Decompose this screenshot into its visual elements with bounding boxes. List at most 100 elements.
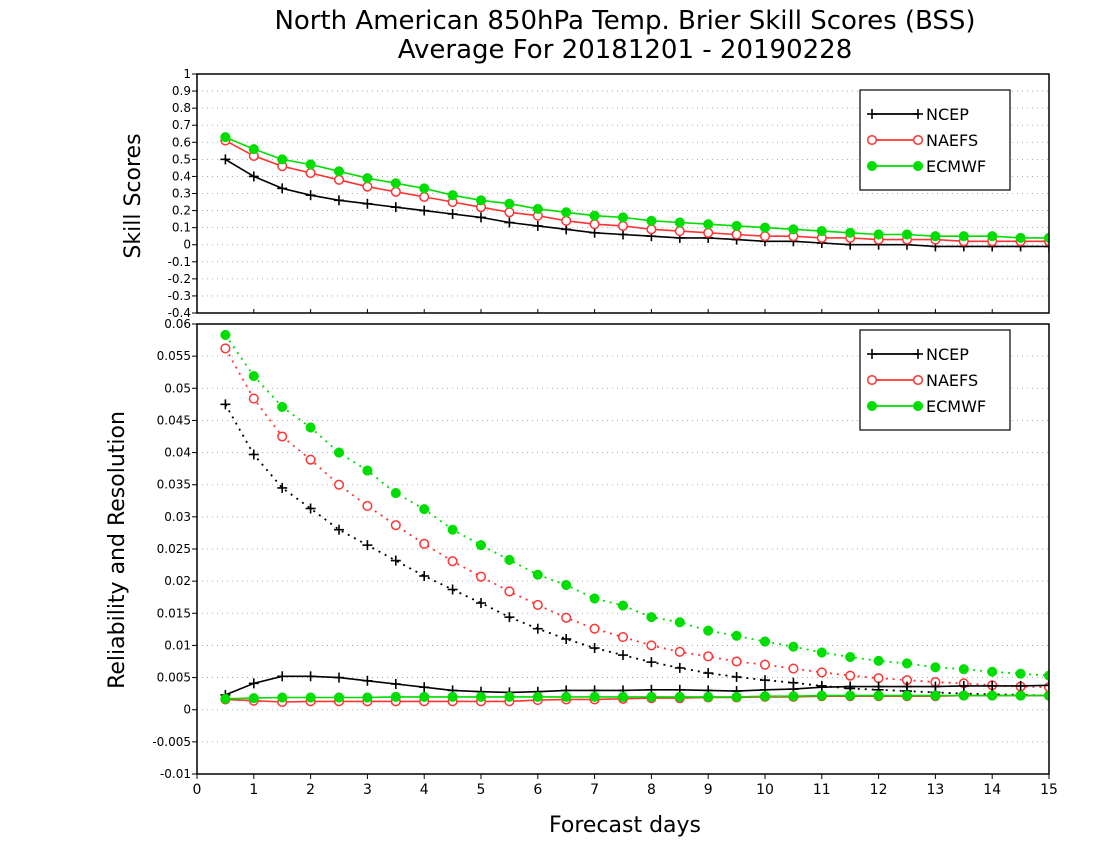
legend-item-naefs: NAEFS [866,131,978,150]
data-point [731,656,742,667]
data-point [873,673,884,684]
data-point [674,617,685,628]
data-point [362,465,373,476]
x-tick-label: 6 [533,782,542,798]
data-point [930,681,941,692]
data-point [305,159,316,170]
x-tick-label: 12 [870,782,888,798]
data-point [447,524,458,535]
legend-marker [913,349,923,359]
legend-marker [912,134,924,146]
data-point [589,219,600,230]
data-point [504,554,515,565]
y-tick-label: 0.3 [172,187,191,201]
data-point [447,584,458,595]
legend-item-ncep: NCEP [867,105,969,124]
data-point [674,691,685,702]
data-point [816,690,827,701]
data-point [390,488,401,499]
data-point [419,205,430,216]
data-point [646,612,657,623]
data-point [362,181,373,192]
y-tick-label: 0.015 [157,606,191,620]
legend-label: NCEP [926,345,969,364]
data-point [617,220,629,231]
data-point [333,692,345,703]
data-point [618,229,628,240]
data-point [277,431,288,442]
data-point [220,343,231,354]
y-tick-label: -0.3 [168,289,191,303]
data-point [674,226,685,237]
data-point [248,144,259,155]
data-point [277,671,288,682]
data-point [1044,241,1049,252]
y-tick-label: 0.005 [157,671,191,685]
data-point [390,186,401,197]
chart-title-line1: North American 850hPa Temp. Brier Skill … [274,6,975,36]
legend-marker [912,400,924,412]
data-point [220,154,231,165]
data-point [589,227,600,238]
series-ecmwf-resolution [220,329,1049,681]
series-line [225,675,1049,696]
data-point [646,215,657,226]
data-point [277,401,288,412]
data-point [305,503,316,514]
data-point [475,195,487,206]
y-tick-label: 0.02 [164,574,191,588]
y-tick-label: 0 [183,238,191,252]
data-point [390,555,401,566]
data-point [759,636,771,647]
data-point [504,691,515,702]
data-point [1015,690,1026,701]
data-point [419,183,430,194]
series-ecmwf-reliability [220,690,1049,704]
data-point [1015,668,1026,679]
data-point [532,599,543,610]
data-point [731,671,742,682]
series-ncep-reliability [220,671,1049,700]
data-point [334,672,344,683]
data-point [390,202,401,213]
data-point [561,207,572,218]
data-point [617,600,629,611]
x-tick-label: 5 [477,782,486,798]
data-point [220,329,231,340]
data-point [618,650,628,661]
data-point [476,212,486,223]
data-point [674,646,685,657]
data-point [447,190,458,201]
y-tick-label: 0.5 [172,152,191,166]
data-point [362,675,373,686]
y-tick-label: -0.1 [168,255,191,269]
data-point [419,538,430,549]
data-point [845,651,856,663]
x-tick-label: 8 [647,782,656,798]
data-point [703,219,714,230]
data-point [845,670,856,681]
legend-marker [866,400,878,412]
x-tick-label: 15 [1040,782,1058,798]
data-point [873,690,884,701]
data-point [333,174,345,185]
data-point [788,691,799,702]
data-point [561,224,572,235]
legend-label: ECMWF [926,157,986,176]
data-point [816,667,827,678]
data-point [362,173,373,184]
data-point [305,692,316,703]
data-point [362,198,373,209]
legend-item-naefs: NAEFS [866,371,978,390]
legend-item-ncep: NCEP [867,345,969,364]
chart-title-line2: Average For 20181201 - 20190228 [398,35,853,65]
data-point [1015,232,1026,243]
data-point [475,540,487,551]
series-ecmwf [220,132,1049,243]
x-tick-label: 7 [590,782,599,798]
data-point [532,623,543,634]
x-tick-label: 10 [756,782,774,798]
series-line [224,347,1049,689]
y-tick-label: 0.6 [172,135,191,149]
data-point [901,229,913,240]
